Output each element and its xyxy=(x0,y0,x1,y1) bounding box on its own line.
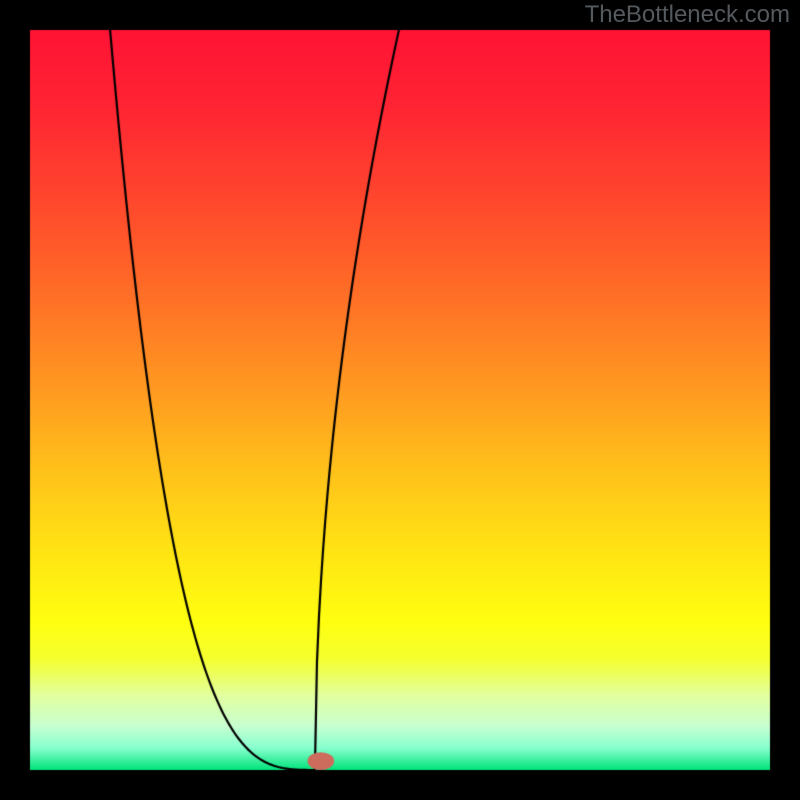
bottleneck-chart-canvas xyxy=(0,0,800,800)
watermark-text: TheBottleneck.com xyxy=(585,1,790,29)
chart-container: TheBottleneck.com xyxy=(0,0,800,800)
